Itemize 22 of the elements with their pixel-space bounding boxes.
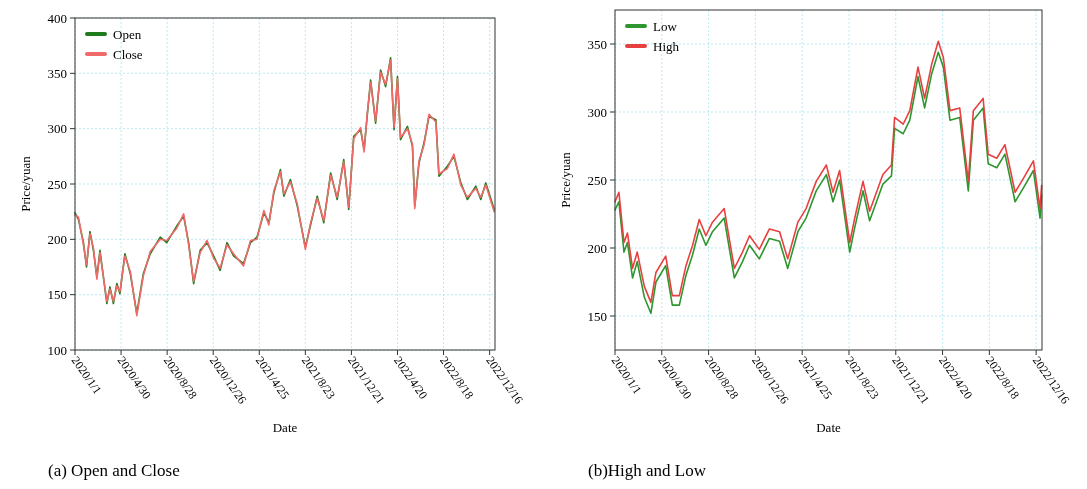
y-tick-label: 150 — [47, 287, 67, 303]
y-tick-label: 100 — [47, 342, 67, 358]
legend-label: High — [653, 38, 680, 54]
x-axis-title: Date — [272, 420, 298, 435]
x-axis-title: Date — [816, 420, 841, 435]
legend-label: Low — [653, 18, 678, 34]
y-tick-label: 400 — [47, 10, 67, 26]
legend-label: Close — [113, 46, 143, 62]
y-axis-title: Price/yuan — [18, 155, 33, 212]
y-axis-title: Price/yuan — [558, 151, 573, 208]
y-tick-label: 350 — [587, 36, 607, 52]
y-tick-label: 250 — [587, 172, 607, 188]
y-tick-label: 300 — [587, 104, 607, 120]
y-tick-label: 200 — [47, 231, 67, 247]
y-tick-label: 250 — [47, 176, 67, 192]
legend-label: Open — [113, 26, 142, 42]
text: (b)High and Low — [588, 461, 707, 480]
y-tick-label: 200 — [587, 240, 607, 256]
y-tick-label: 300 — [47, 121, 67, 137]
y-tick-label: 350 — [47, 65, 67, 81]
y-tick-label: 150 — [587, 308, 607, 324]
text: (a) Open and Close — [48, 461, 180, 480]
